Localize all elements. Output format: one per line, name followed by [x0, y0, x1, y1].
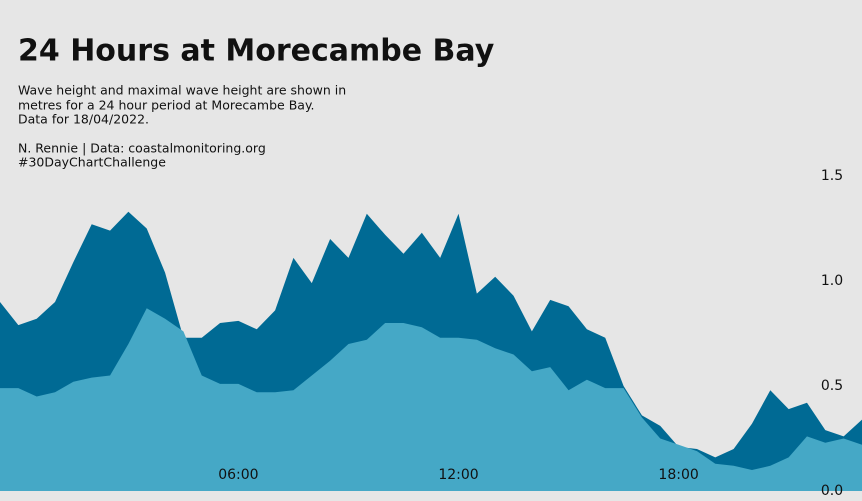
plot-area [0, 211, 862, 491]
y-tick-label: 0.5 [821, 378, 843, 394]
area [0, 308, 862, 491]
y-tick-label: 1.0 [821, 273, 843, 289]
subtitle-line: Data for 18/04/2022. [18, 112, 149, 127]
caption-line: N. Rennie | Data: coastalmonitoring.org [18, 141, 266, 156]
caption-line: #30DayChartChallenge [18, 155, 166, 170]
subtitle-line: metres for a 24 hour period at Morecambe… [18, 98, 315, 113]
chart-title: 24 Hours at Morecambe Bay [18, 34, 495, 69]
subtitle-line: Wave height and maximal wave height are … [18, 83, 346, 98]
x-tick-label: 06:00 [218, 467, 258, 483]
y-tick-label: 0.0 [821, 483, 843, 499]
y-tick-label: 1.5 [821, 168, 843, 184]
x-tick-label: 12:00 [438, 467, 478, 483]
x-tick-label: 18:00 [658, 467, 698, 483]
